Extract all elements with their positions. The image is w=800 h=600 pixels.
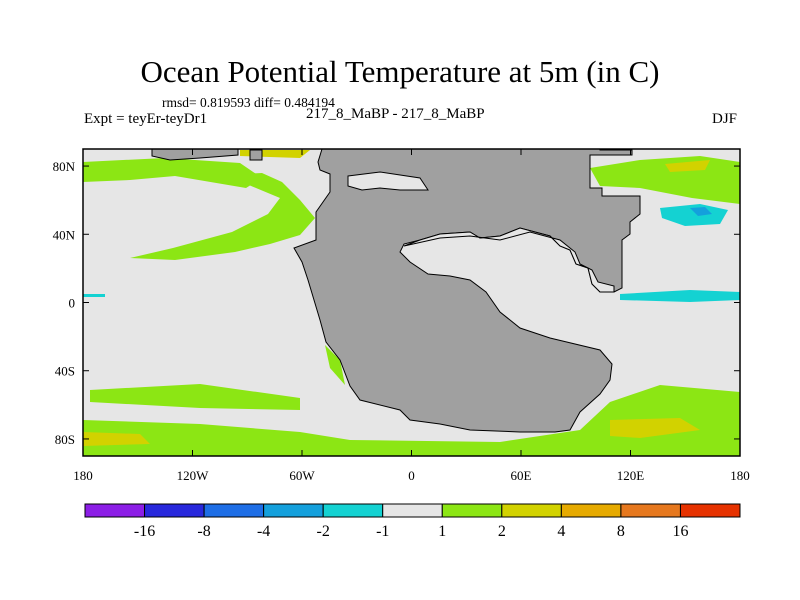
south-atlantic-green-strip — [325, 345, 345, 385]
colorbar-swatch — [620, 503, 681, 518]
colorbar-label: 8 — [617, 523, 625, 540]
longitude-axis: 180 120W 60W 0 60E 120E 180 — [73, 149, 750, 483]
colorbar-swatch — [501, 503, 562, 518]
north-pacific-cyan-patch — [660, 204, 728, 226]
period-label: 217_8_MaBP - 217_8_MaBP — [306, 106, 485, 122]
north-atlantic-green-region — [130, 173, 315, 260]
north-pacific-blue-core — [690, 207, 712, 216]
colorbar-swatch — [441, 503, 503, 518]
colorbar-swatch — [560, 503, 622, 518]
colorbar-label: -4 — [257, 523, 270, 540]
equatorial-cyan-strip-west — [83, 294, 105, 297]
colorbar-swatch — [203, 503, 265, 518]
map-title: Ocean Potential Temperature at 5m (in C) — [140, 54, 660, 89]
y-tick-label: 40S — [55, 364, 75, 379]
x-tick-label: 120E — [617, 468, 645, 483]
x-tick-label: 60W — [289, 468, 315, 483]
southern-yellow-patch-east — [610, 418, 700, 438]
arctic-yellow-patch-far-east — [665, 160, 710, 172]
x-tick-label: 120W — [177, 468, 210, 483]
land-masses — [151, 148, 641, 433]
y-tick-label: 80N — [53, 159, 76, 174]
x-tick-label: 0 — [408, 468, 415, 483]
rmsd-diff-stats: rmsd= 0.819593 diff= 0.484194 — [162, 95, 335, 110]
equatorial-cyan-patch — [620, 290, 740, 302]
negative-anomaly-patches — [83, 204, 740, 302]
arctic-island-grid — [249, 149, 263, 161]
colorbar-swatch — [144, 503, 205, 518]
arctic-inland-sea — [347, 171, 429, 191]
colorbar-label: -1 — [376, 523, 389, 540]
colorbar-label: -8 — [197, 523, 210, 540]
north-pacific-green-band — [83, 158, 262, 188]
southern-yellow-patch-west — [83, 432, 150, 446]
y-tick-label: 0 — [69, 296, 76, 311]
tethys-inland-sea — [403, 227, 615, 293]
x-tick-label: 180 — [73, 468, 93, 483]
season-label: DJF — [712, 111, 738, 127]
y-tick-label: 40N — [53, 227, 76, 242]
antarctic-margin-green-band — [83, 385, 740, 456]
latitude-axis: 80N 40N 0 40S 80S — [53, 159, 740, 447]
colorbar: -16 -8 -4 -2 -1 1 2 4 8 16 — [84, 503, 741, 540]
colorbar-label: 1 — [438, 523, 446, 540]
colorbar-swatch — [382, 503, 443, 518]
experiment-label: Expt = teyEr-teyDr1 — [84, 111, 208, 127]
x-tick-label: 60E — [511, 468, 532, 483]
colorbar-label: 4 — [557, 523, 565, 540]
y-tick-label: 80S — [55, 432, 75, 447]
colorbar-swatch — [322, 503, 384, 518]
colorbar-label: -16 — [134, 523, 155, 540]
southern-ocean-green-band — [90, 384, 300, 410]
colorbar-label: 2 — [498, 523, 506, 540]
colorbar-swatch — [263, 503, 324, 518]
colorbar-swatch — [679, 503, 741, 518]
colorbar-label: 16 — [672, 523, 688, 540]
pangaea-supercontinent — [293, 148, 641, 433]
x-tick-label: 180 — [730, 468, 750, 483]
colorbar-swatch — [84, 503, 146, 518]
colorbar-label: -2 — [317, 523, 330, 540]
